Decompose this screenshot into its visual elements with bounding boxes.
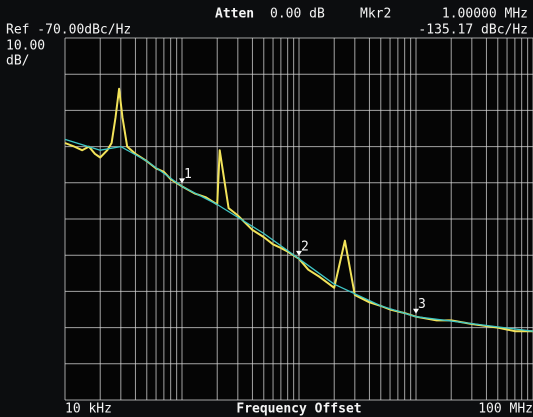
x-axis-title: Frequency Offset [236, 402, 361, 417]
marker-label: 1 [184, 167, 192, 182]
atten-label: Atten [215, 7, 254, 22]
page: Atten 0.00 dB Mkr2 1.00000 MHz Ref -70.0… [0, 0, 533, 417]
marker-level: -135.17 dBc/Hz [418, 23, 528, 38]
atten-value: 0.00 dB [270, 7, 325, 22]
scale-value: 10.00 [6, 39, 45, 54]
ref-level: Ref -70.00dBc/Hz [6, 23, 131, 38]
marker-freq: 1.00000 MHz [442, 7, 528, 22]
x-tick-label: 100 MHz [478, 402, 533, 417]
marker-label: 2 [301, 239, 309, 254]
x-tick-label: 10 kHz [65, 402, 112, 417]
analyzer-screen: Atten 0.00 dB Mkr2 1.00000 MHz Ref -70.0… [0, 0, 533, 417]
marker-label: 3 [418, 297, 426, 312]
marker-name: Mkr2 [360, 7, 391, 22]
scale-unit: dB/ [6, 54, 29, 69]
